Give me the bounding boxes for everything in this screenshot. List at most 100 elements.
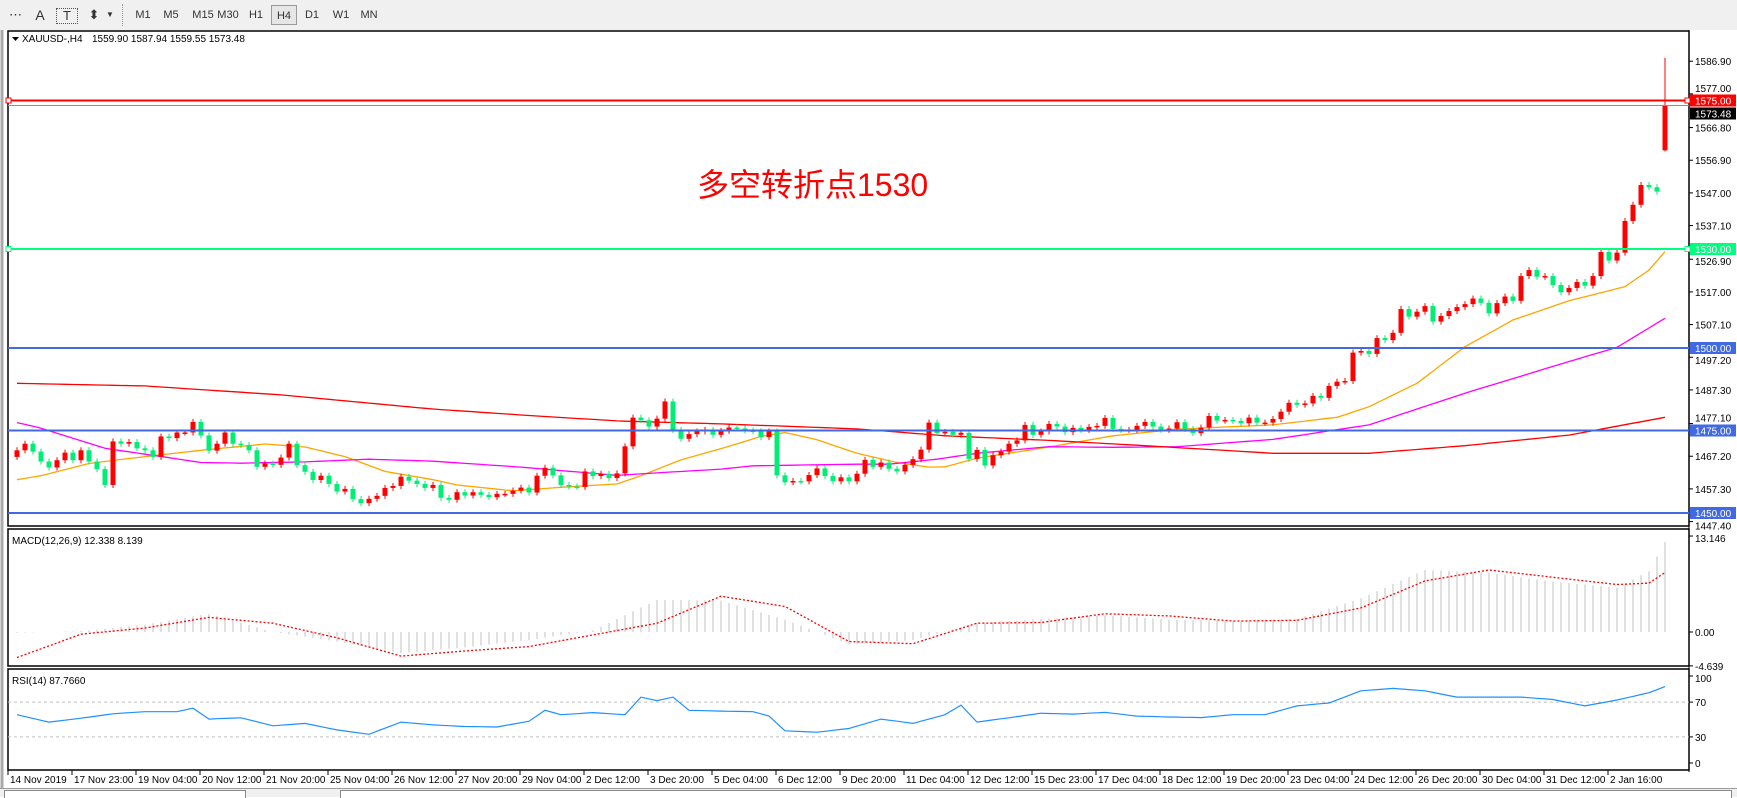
candle	[590, 468, 596, 480]
candle	[990, 452, 996, 469]
level-handle[interactable]	[1684, 97, 1691, 104]
candle	[854, 470, 860, 485]
arrows-icon[interactable]: ⬍	[88, 7, 100, 22]
time-tick-label: 3 Dec 20:00	[650, 775, 704, 786]
candle-body	[510, 490, 516, 494]
timeframe-m15-button[interactable]: M15	[192, 9, 214, 21]
candle-body	[782, 475, 788, 483]
candle	[238, 440, 244, 449]
candle-body	[1550, 276, 1556, 285]
candle	[78, 447, 84, 464]
timeframe-mn-button[interactable]: MN	[360, 9, 378, 21]
time-tick-label: 18 Dec 12:00	[1162, 775, 1222, 786]
candle-body	[1254, 417, 1260, 423]
candle-body	[30, 443, 36, 452]
chevron-down-icon[interactable]: ▼	[106, 10, 114, 19]
candle-body	[1574, 282, 1580, 288]
candle	[1054, 420, 1060, 430]
text-icon[interactable]: A	[35, 7, 45, 23]
candle-body	[1566, 287, 1572, 293]
level-price-label: 1475.00	[1695, 427, 1732, 438]
candle-body	[758, 431, 764, 438]
candle-body	[1438, 315, 1444, 322]
candle	[270, 460, 276, 468]
candle	[1502, 293, 1508, 307]
timeframe-m5-button[interactable]: M5	[163, 9, 179, 21]
level-handle[interactable]	[5, 246, 12, 252]
timeframe-m30-button[interactable]: M30	[217, 9, 239, 21]
candle-body	[1150, 421, 1156, 427]
candle-body	[918, 449, 924, 460]
candle	[1606, 248, 1612, 264]
macd-tick-label: 13.146	[1695, 534, 1726, 545]
candle	[1430, 303, 1436, 325]
text-label-icon[interactable]: T	[56, 8, 78, 24]
timeframe-w1-button[interactable]: W1	[332, 9, 350, 21]
candle-body	[262, 463, 268, 467]
candle-body	[46, 461, 52, 468]
candle-body	[78, 450, 84, 461]
time-tick-label: 30 Dec 04:00	[1482, 775, 1542, 786]
candle	[798, 477, 804, 485]
candle-body	[1294, 402, 1300, 405]
candle	[1438, 312, 1444, 325]
candle-body	[398, 476, 404, 486]
candle	[870, 456, 876, 470]
chart-tab[interactable]	[4, 790, 246, 798]
candle-body	[846, 477, 852, 482]
rsi-tick-label: 100	[1695, 674, 1712, 685]
candle-body	[422, 483, 428, 488]
grid-icon[interactable]: ⋯	[9, 7, 22, 22]
level-handle[interactable]	[5, 97, 12, 104]
candle-body	[902, 464, 908, 472]
timeframe-h1-button[interactable]: H1	[248, 9, 264, 21]
candle	[1598, 248, 1604, 280]
collapse-triangle-icon[interactable]	[12, 37, 19, 41]
candle-body	[334, 483, 340, 492]
candle	[1454, 304, 1460, 315]
candle	[214, 440, 220, 454]
candle	[622, 443, 628, 477]
candle-body	[1638, 184, 1644, 205]
candle	[1462, 301, 1468, 311]
chart-tab[interactable]	[340, 790, 1732, 798]
candle-body	[150, 450, 156, 457]
candle-body	[1270, 418, 1276, 423]
candle	[1422, 303, 1428, 315]
candle-body	[390, 485, 396, 488]
candle	[1614, 249, 1620, 264]
candle	[286, 440, 292, 461]
timeframe-h4-button[interactable]: H4	[271, 5, 297, 25]
candle	[790, 477, 796, 486]
candle	[1510, 293, 1516, 304]
timeframe-m1-button[interactable]: M1	[135, 9, 151, 21]
candle-body	[1382, 338, 1388, 341]
time-tick-label: 23 Dec 04:00	[1290, 775, 1350, 786]
candle-body	[1654, 187, 1660, 192]
candle-body	[870, 459, 876, 467]
candle	[630, 414, 636, 450]
candle-body	[670, 401, 676, 430]
price-tick-label: 1537.10	[1695, 222, 1732, 233]
candle-body	[630, 417, 636, 447]
candle-body	[1046, 423, 1052, 432]
chart-canvas[interactable]: XAUUSD-,H4 1559.90 1587.94 1559.55 1573.4…	[0, 30, 1737, 796]
candle	[1222, 416, 1228, 424]
candle-body	[1430, 306, 1436, 322]
time-tick-label: 26 Nov 12:00	[394, 775, 454, 786]
candle	[1550, 273, 1556, 288]
candle	[102, 466, 108, 488]
level-handle[interactable]	[1684, 246, 1691, 252]
candle-body	[718, 430, 724, 435]
candle	[1382, 335, 1388, 344]
timeframe-d1-button[interactable]: D1	[304, 9, 320, 21]
rsi-tick-label: 70	[1695, 698, 1707, 709]
candle-body	[1230, 419, 1236, 422]
candle-body	[318, 475, 324, 480]
candle	[1470, 295, 1476, 308]
candle-body	[686, 434, 692, 439]
candle-body	[1182, 422, 1188, 429]
candle	[382, 484, 388, 499]
candle-body	[1470, 298, 1476, 305]
candle-body	[1174, 422, 1180, 429]
